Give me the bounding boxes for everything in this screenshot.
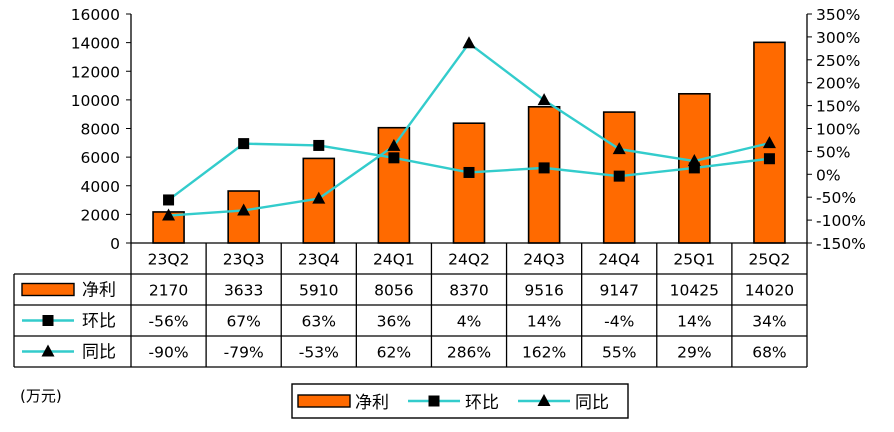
right-tick-label: 300% [816,29,860,47]
table-cell-huanbi-23Q2: -56% [149,313,189,331]
legend-label-netprofit: 净利 [355,393,389,413]
table-cell-tongbi-23Q2: -90% [149,344,189,362]
huanbi-point-23Q3 [238,138,250,150]
left-tick-label: 4000 [81,178,120,196]
category-label-25Q1: 25Q1 [673,251,715,269]
table-cell-huanbi-23Q3: 67% [226,313,260,331]
huanbi-point-25Q2 [763,153,775,165]
right-tick-label: -100% [816,212,866,230]
right-tick-label: 100% [816,121,860,139]
table-cell-netprofit-23Q3: 3633 [224,282,263,300]
right-tick-label: 150% [816,98,860,116]
table-cell-tongbi-24Q3: 162% [522,344,566,362]
category-label-25Q2: 25Q2 [749,251,791,269]
table-cell-huanbi-24Q4: -4% [604,313,634,331]
table-cell-huanbi-23Q4: 63% [302,313,336,331]
tongbi-point-25Q1 [687,154,701,167]
table-cell-huanbi-25Q2: 34% [752,313,786,331]
data-table: 23Q2 23Q3 23Q4 24Q1 24Q2 24Q3 24Q4 25Q1 25Q2 净利 21… [13,242,808,368]
right-tick-label: 250% [816,52,860,70]
left-tick-label: 6000 [81,149,120,167]
bar-24Q1 [377,126,411,244]
table-cell-tongbi-25Q1: 29% [677,344,711,362]
left-tick-label: 10000 [71,92,120,110]
bar-24Q2 [452,122,486,244]
legend-tongbi-key-marker [537,394,551,406]
left-tick-label: 8000 [81,121,120,139]
bar-24Q3 [527,106,561,244]
huanbi-point-25Q1 [688,162,700,174]
tongbi-point-24Q1 [387,138,401,151]
table-series-name-netprofit: 净利 [82,281,116,301]
tongbi-point-24Q3 [537,93,551,106]
tongbi-point-24Q2 [462,36,476,49]
right-tick-label: 0% [816,166,841,184]
category-label-24Q3: 24Q3 [523,251,565,269]
left-tick-label: 14000 [71,35,120,53]
category-label-23Q3: 23Q3 [223,251,265,269]
table-cell-netprofit-25Q1: 10425 [670,282,719,300]
right-tick-label: 200% [816,75,860,93]
table-tongbi-key-marker [41,344,55,357]
huanbi-point-24Q2 [463,166,475,178]
category-label-23Q4: 23Q4 [298,251,340,269]
category-label-24Q2: 24Q2 [448,251,490,269]
left-tick-label: 2000 [81,206,120,224]
table-cell-netprofit-24Q4: 9147 [599,282,638,300]
right-tick-label: 350% [816,6,860,24]
legend-label-huanbi: 环比 [465,393,499,413]
table-huanbi-key-marker [42,315,54,326]
tongbi-point-25Q2 [762,136,776,149]
table-cell-netprofit-25Q2: 14020 [745,282,794,300]
tongbi-point-23Q2 [162,208,176,221]
table-cell-netprofit-24Q1: 8056 [374,282,413,300]
table-cell-tongbi-23Q4: -53% [299,344,339,362]
lines-layer [162,36,776,221]
table-cell-tongbi-25Q2: 68% [752,344,786,362]
axes-layer: 0 2000 4000 6000 8000 10000 12000 14000 16000 -15… [71,6,866,253]
table-cell-tongbi-24Q1: 62% [377,344,411,362]
table-netprofit-key-swatch [21,282,75,297]
table-series-name-huanbi: 环比 [82,312,116,332]
tongbi-point-23Q3 [237,203,251,216]
bars-layer [152,41,786,244]
legend: 净利 环比 同比 [291,383,629,419]
left-tick-label: 12000 [71,63,120,81]
right-tick-label: 50% [816,143,850,161]
huanbi-point-23Q2 [163,194,175,206]
tongbi-point-24Q4 [612,142,626,155]
category-label-23Q2: 23Q2 [148,251,190,269]
table-cell-tongbi-23Q3: -79% [224,344,264,362]
table-cell-huanbi-24Q2: 4% [457,313,482,331]
table-cell-netprofit-23Q2: 2170 [149,282,188,300]
table-cell-huanbi-25Q1: 14% [677,313,711,331]
category-label-24Q1: 24Q1 [373,251,415,269]
huanbi-point-24Q4 [613,170,625,182]
huanbi-point-23Q4 [313,139,325,151]
table-cell-huanbi-24Q1: 36% [377,313,411,331]
table-series-name-tongbi: 同比 [82,343,116,363]
right-tick-label: -50% [816,189,856,207]
bar-23Q3 [227,190,260,244]
table-cell-netprofit-24Q2: 8370 [449,282,488,300]
tongbi-point-23Q4 [312,191,326,204]
huanbi-point-24Q3 [538,162,550,174]
legend-netprofit-key-swatch [297,394,351,408]
left-tick-label: 16000 [71,6,120,24]
category-label-24Q4: 24Q4 [598,251,640,269]
legend-label-tongbi: 同比 [575,393,609,413]
right-tick-label: -150% [816,235,866,253]
huanbi-point-24Q1 [388,152,400,164]
legend-huanbi-key-marker [428,395,440,407]
table-cell-tongbi-24Q2: 286% [447,344,491,362]
table-cell-netprofit-24Q3: 9516 [524,282,563,300]
table-cell-huanbi-24Q3: 14% [527,313,561,331]
table-cell-netprofit-23Q4: 5910 [299,282,338,300]
unit-label: (万元) [20,387,62,405]
table-cell-tongbi-24Q4: 55% [602,344,636,362]
left-tick-label: 0 [110,235,120,253]
